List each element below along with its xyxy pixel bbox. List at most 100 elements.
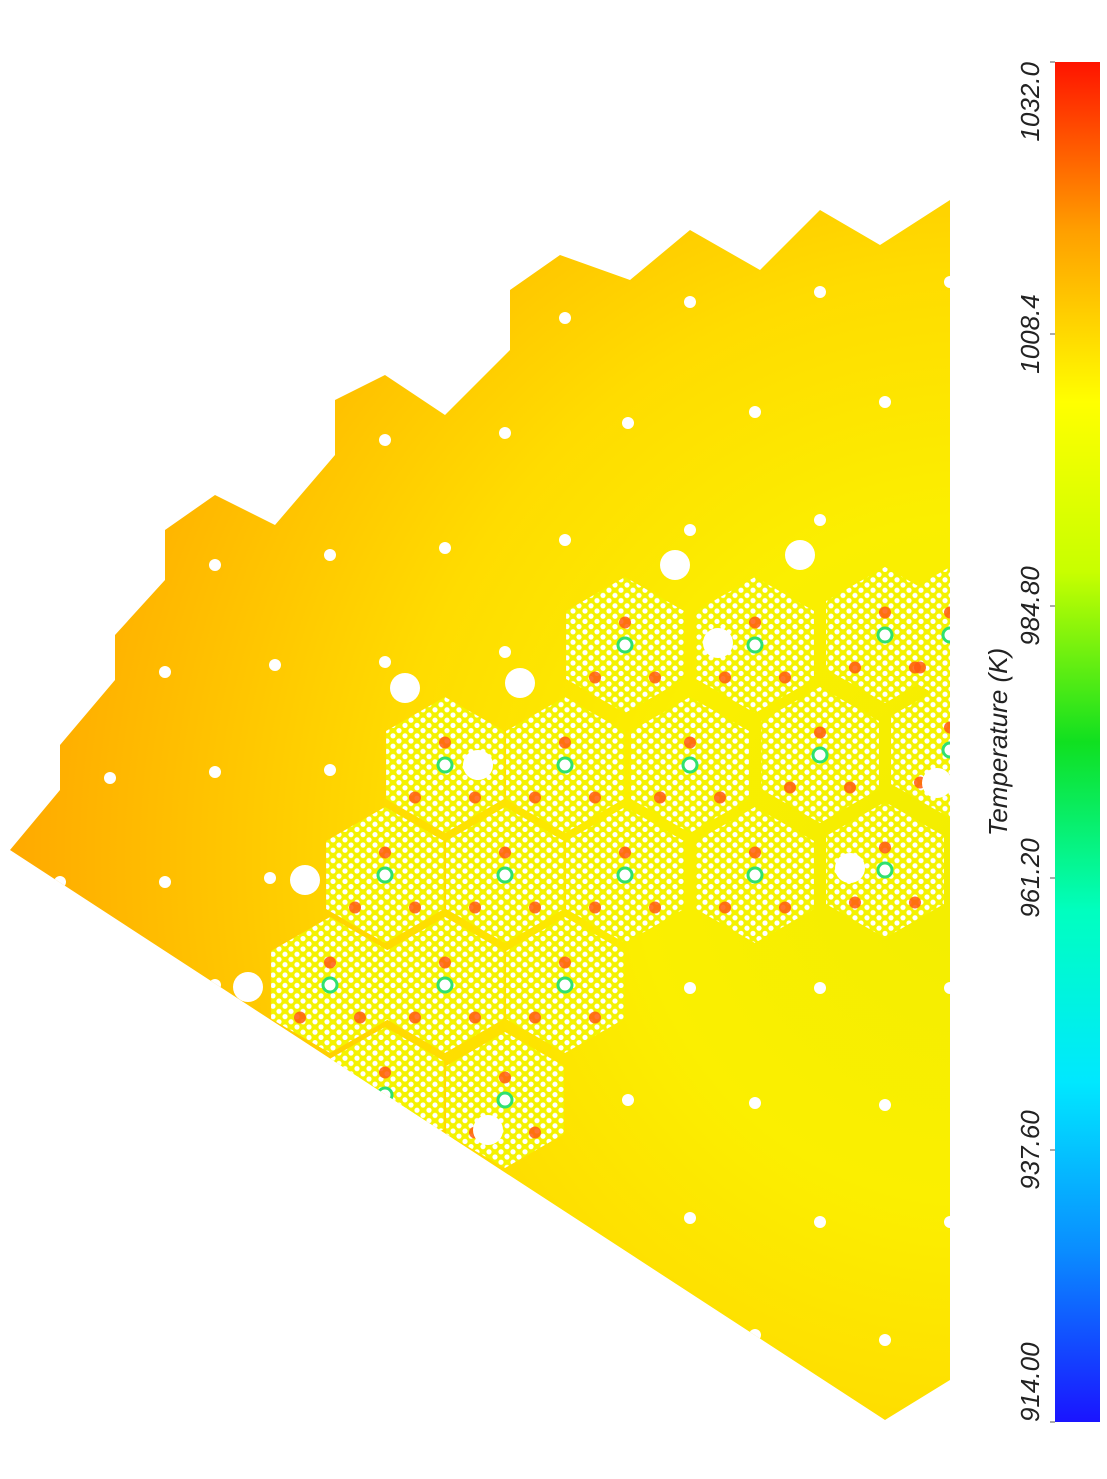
control-channel <box>703 628 733 658</box>
colorbar-tick-label: 1032.0 <box>1015 61 1045 141</box>
channel <box>944 276 950 288</box>
hot-spot <box>654 791 666 804</box>
hot-spot <box>529 1011 541 1024</box>
hot-spot <box>409 1121 421 1134</box>
hot-spot <box>909 896 921 909</box>
channel <box>622 1094 634 1106</box>
hot-spot <box>439 956 451 969</box>
hot-spot <box>529 791 541 804</box>
control-channel <box>922 768 950 798</box>
hot-spot <box>469 1011 481 1024</box>
channel <box>439 542 451 554</box>
channel <box>749 1097 761 1109</box>
guide-tube <box>496 1091 514 1109</box>
hot-spot <box>619 616 631 629</box>
hot-spot <box>779 901 791 914</box>
guide-tube <box>681 756 699 774</box>
guide-tube <box>876 626 894 644</box>
hot-spot <box>529 901 541 914</box>
hot-spot <box>914 661 926 674</box>
hot-spot <box>684 736 696 749</box>
hot-spot <box>749 846 761 859</box>
channel <box>264 872 276 884</box>
colorbar-tick-label: 1008.4 <box>1015 294 1045 374</box>
hot-spot <box>649 671 661 684</box>
channel <box>879 1099 891 1111</box>
hot-spot <box>409 1011 421 1024</box>
hot-spot <box>354 1011 366 1024</box>
hot-spot <box>349 1121 361 1134</box>
hot-spot <box>714 791 726 804</box>
temperature-field <box>10 200 950 1420</box>
channel <box>209 979 221 991</box>
hot-spot <box>844 781 856 794</box>
channel <box>814 982 826 994</box>
guide-tube <box>746 636 764 654</box>
hot-spot <box>589 1011 601 1024</box>
control-channel <box>463 750 493 780</box>
hot-spot <box>409 791 421 804</box>
hot-spot <box>294 1011 306 1024</box>
colorbar-label: Temperature (K) <box>983 648 1013 836</box>
guide-tube <box>436 976 454 994</box>
channel <box>879 1334 891 1346</box>
hot-spot <box>619 846 631 859</box>
hot-spot <box>814 726 826 739</box>
hot-spot <box>379 1066 391 1079</box>
guide-tube <box>436 756 454 774</box>
hot-spot <box>499 846 511 859</box>
channel <box>814 514 826 526</box>
hot-spot <box>779 671 791 684</box>
hot-spot <box>409 901 421 914</box>
hot-spot <box>529 1126 541 1139</box>
channel <box>879 396 891 408</box>
channel <box>944 982 950 994</box>
hot-spot <box>849 896 861 909</box>
colorbar-tick-label: 937.60 <box>1015 1110 1045 1190</box>
control-channel <box>233 972 263 1002</box>
hot-spot <box>559 736 571 749</box>
guide-tube <box>556 756 574 774</box>
guide-tube <box>616 636 634 654</box>
channel <box>324 549 336 561</box>
hot-spot <box>589 791 601 804</box>
guide-tube <box>941 626 950 644</box>
hot-spot <box>469 791 481 804</box>
channel <box>814 1216 826 1228</box>
channel <box>269 659 281 671</box>
hot-spot <box>849 661 861 674</box>
guide-tube <box>556 976 574 994</box>
channel <box>749 406 761 418</box>
colorbar-tick-label: 914.00 <box>1015 1342 1045 1422</box>
channel <box>749 1329 761 1341</box>
colorbar <box>1055 62 1100 1422</box>
hot-spot <box>589 901 601 914</box>
hot-spot <box>439 736 451 749</box>
channel <box>814 286 826 298</box>
channel <box>159 876 171 888</box>
channel <box>209 559 221 571</box>
control-channel <box>660 550 690 580</box>
hot-spot <box>469 901 481 914</box>
channel <box>379 434 391 446</box>
hot-spot <box>719 671 731 684</box>
guide-tube <box>496 866 514 884</box>
guide-tube <box>616 866 634 884</box>
channel <box>209 766 221 778</box>
channel <box>684 524 696 536</box>
guide-tube <box>376 1086 394 1104</box>
hot-spot <box>749 616 761 629</box>
control-channel <box>390 673 420 703</box>
hot-spot <box>944 606 950 619</box>
control-channel <box>785 540 815 570</box>
hot-spot <box>719 901 731 914</box>
guide-tube <box>746 866 764 884</box>
channel <box>159 666 171 678</box>
channel <box>54 876 66 888</box>
channel <box>559 534 571 546</box>
control-channel <box>835 853 865 883</box>
guide-tube <box>321 976 339 994</box>
channel <box>499 646 511 658</box>
hot-spot <box>944 721 950 734</box>
channel <box>622 417 634 429</box>
